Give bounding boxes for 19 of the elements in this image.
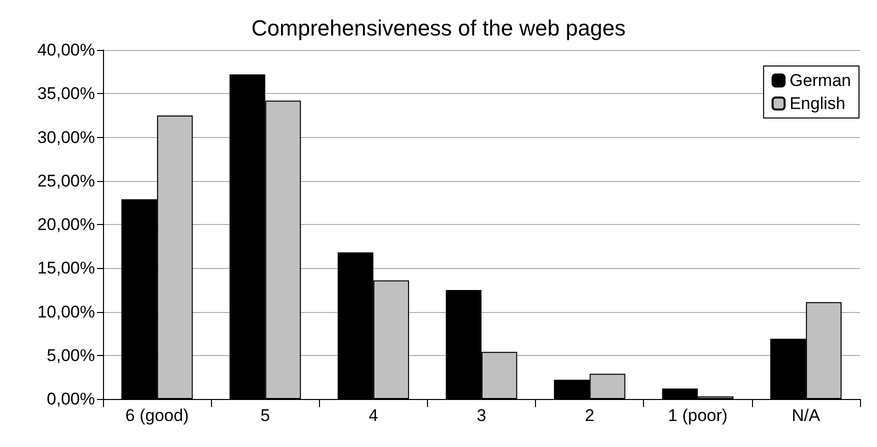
x-tick-label: 4 bbox=[368, 406, 378, 425]
legend-label: English bbox=[790, 94, 846, 113]
y-tick-label: 30,00% bbox=[37, 128, 95, 147]
chart-title: Comprehensiveness of the web pages bbox=[251, 16, 626, 40]
x-tick-label: 5 bbox=[260, 406, 270, 425]
x-tick-label: 6 (good) bbox=[125, 406, 189, 425]
x-tick-label: N/A bbox=[792, 406, 821, 425]
y-tick-label: 40,00% bbox=[37, 40, 95, 60]
x-tick-label: 2 bbox=[584, 406, 594, 425]
y-tick-label: 15,00% bbox=[37, 258, 95, 278]
y-tick-label: 20,00% bbox=[37, 215, 95, 234]
y-tick-label: 35,00% bbox=[37, 84, 95, 104]
y-tick-label: 0,00% bbox=[46, 390, 95, 408]
y-tick-label: 10,00% bbox=[37, 302, 95, 322]
legend-label: German bbox=[790, 71, 852, 90]
y-tick-label: 5,00% bbox=[46, 346, 95, 365]
x-tick-label: 1 (poor) bbox=[668, 406, 728, 425]
x-tick-label: 3 bbox=[476, 406, 486, 425]
y-tick-label: 25,00% bbox=[37, 171, 95, 190]
